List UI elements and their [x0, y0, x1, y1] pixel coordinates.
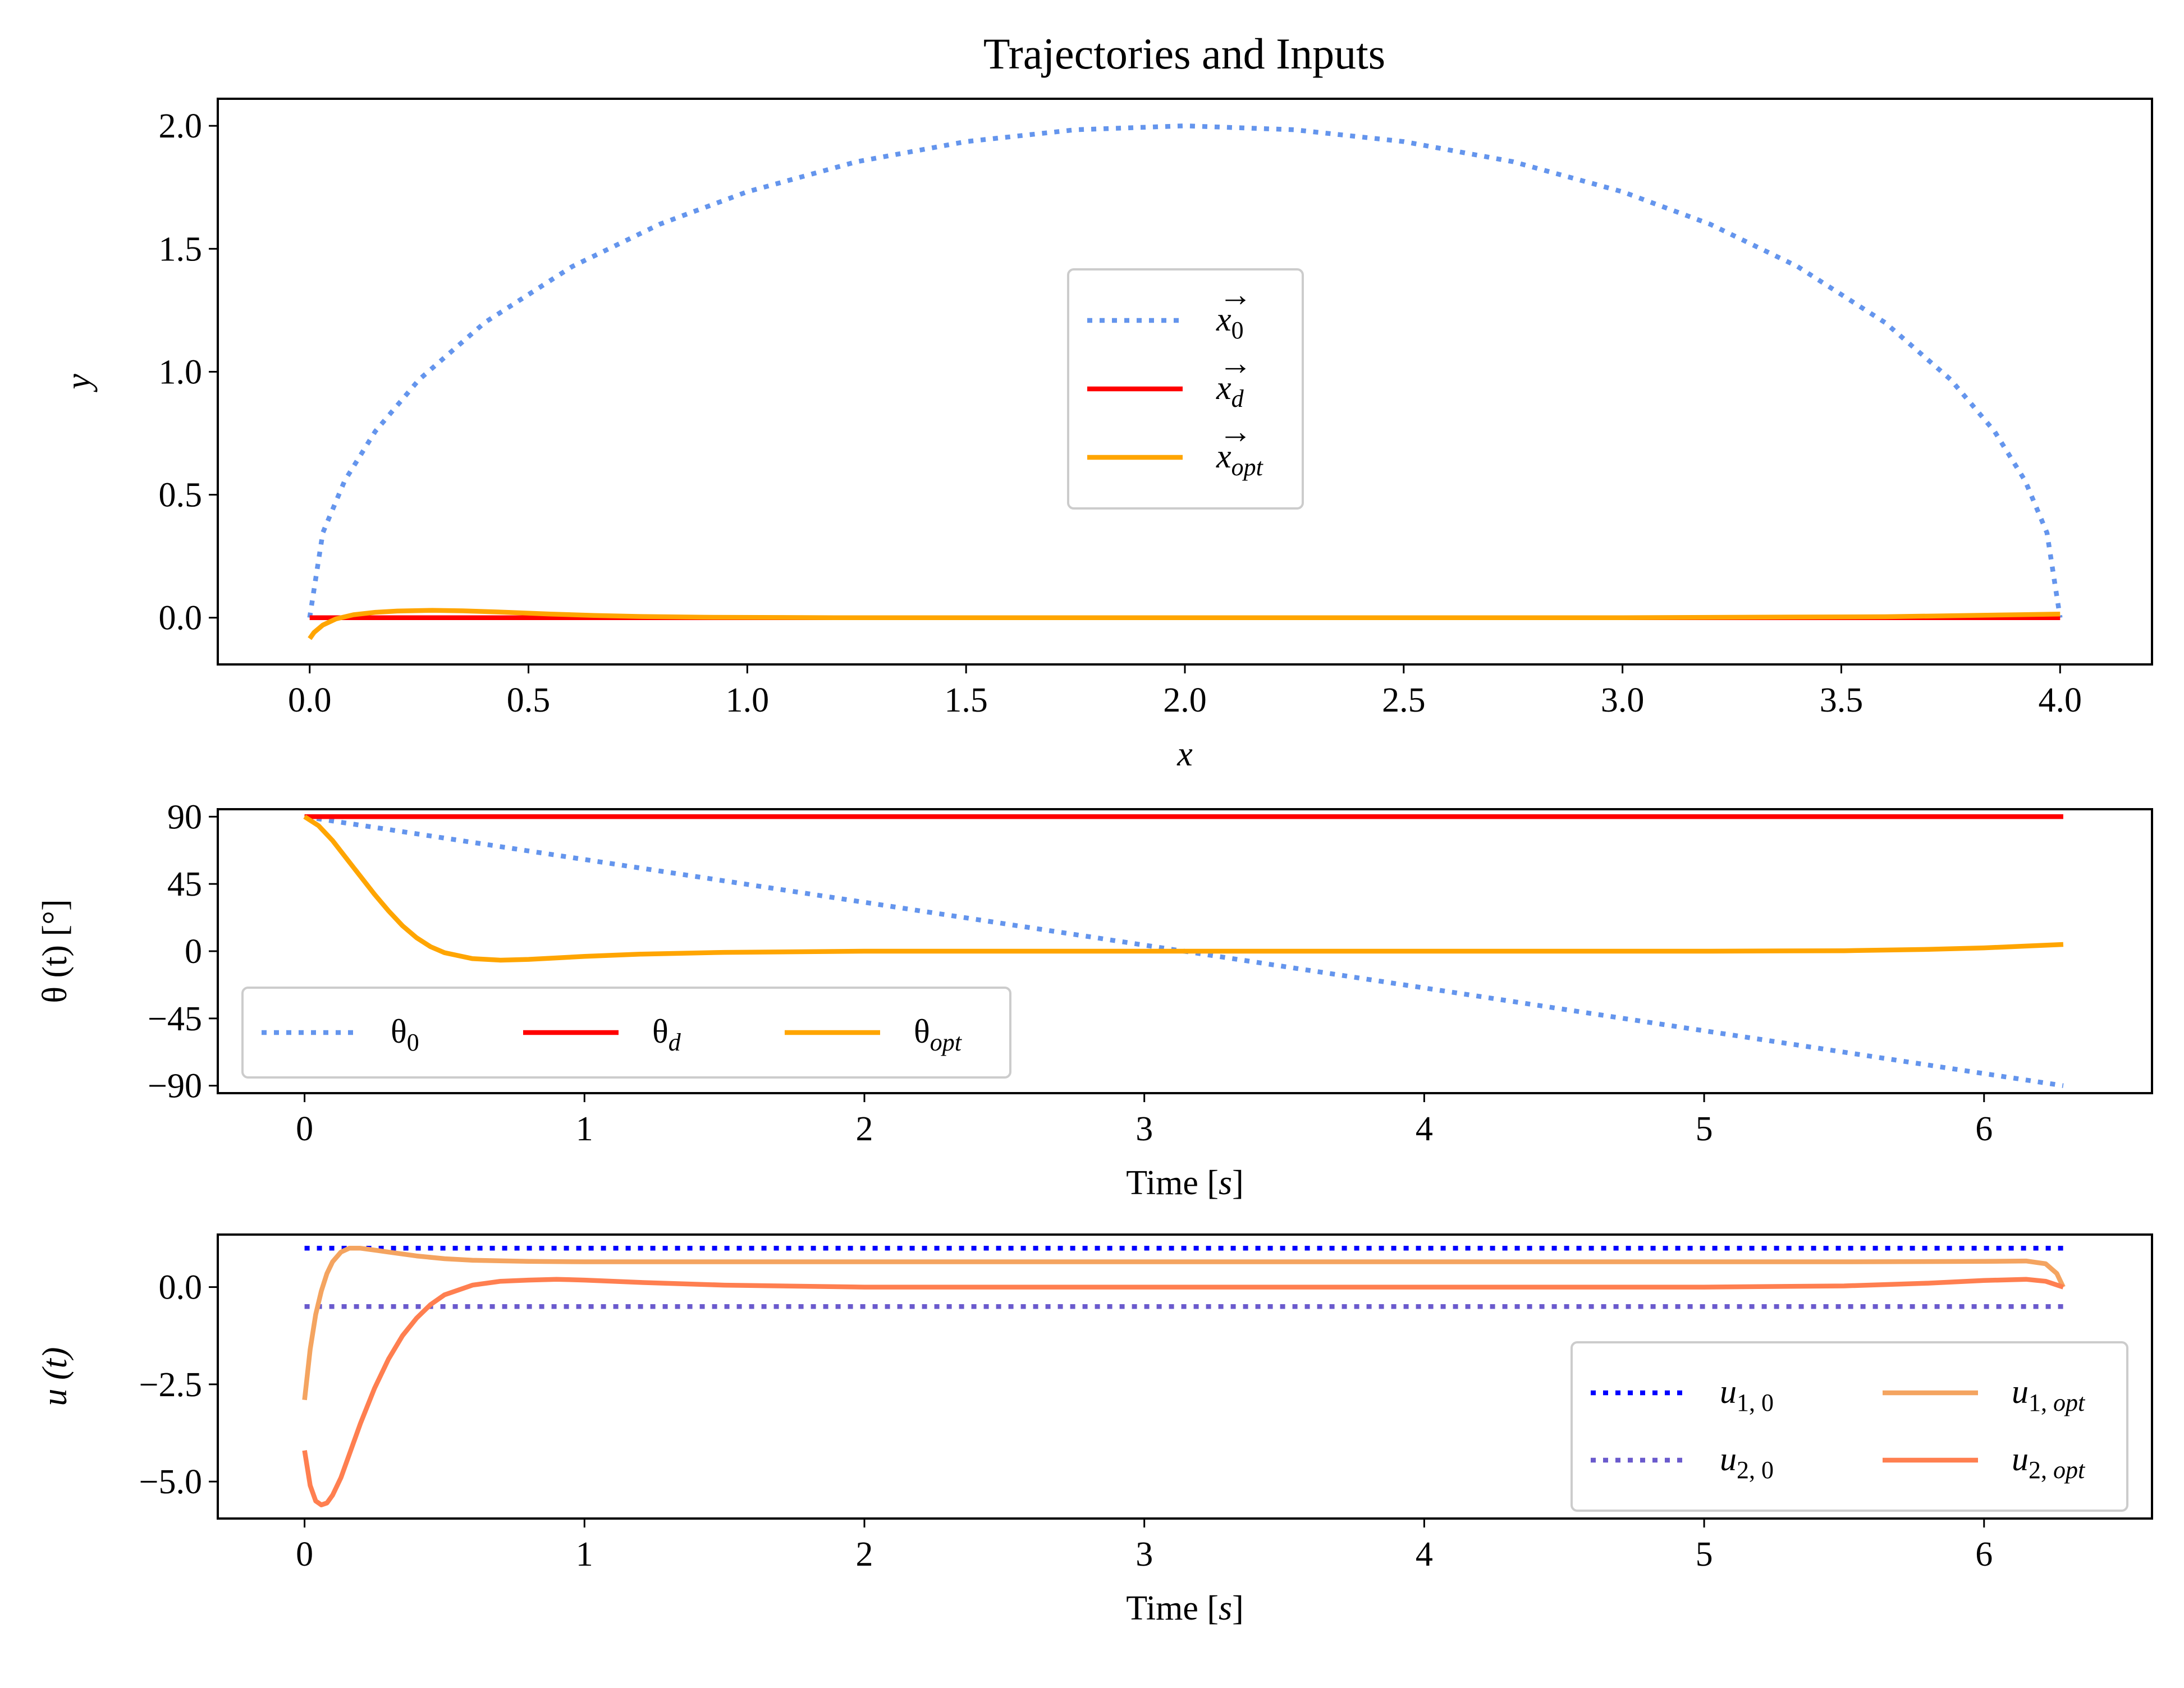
- y-axis-label: y: [59, 374, 98, 393]
- x-tick-label: 2.0: [1163, 681, 1207, 719]
- y-tick-label: −5.0: [139, 1463, 202, 1501]
- series-line-2-3: [302, 1277, 2064, 1507]
- plot-area: [307, 123, 2063, 640]
- series-line-0-2: [308, 608, 2061, 640]
- x-tick-label: 1: [576, 1535, 593, 1574]
- x-axis-label: x: [1176, 735, 1193, 773]
- x-tick-label: 3.5: [1820, 681, 1864, 719]
- x-tick-label: 1.0: [726, 681, 770, 719]
- input-plot: 0 1 2 3 4 5 6 0.0 −2.5 −5.0 Time [s] u (t) u1, 0 u2, …: [36, 1233, 2153, 1627]
- x-axis-label: Time [s]: [1126, 1164, 1244, 1202]
- y-tick-label: −2.5: [139, 1366, 202, 1404]
- x-tick-label: 0: [296, 1110, 313, 1148]
- legend-label: u2, opt: [2012, 1441, 2086, 1484]
- vector-arrow: →: [1219, 276, 1252, 313]
- x-tick-label: 0.5: [507, 681, 551, 719]
- x-axis-label: Time [s]: [1126, 1589, 1244, 1627]
- x-tick-label: 0.0: [288, 681, 332, 719]
- x-tick-label: 2: [855, 1110, 873, 1148]
- x-tick-label: 4: [1416, 1110, 1433, 1148]
- x-tick-label: 0: [296, 1535, 313, 1574]
- vector-arrow: →: [1219, 413, 1252, 450]
- y-tick-label: −90: [148, 1067, 202, 1106]
- x-tick-label: 5: [1696, 1535, 1713, 1574]
- series-line-1-2: [303, 814, 2064, 963]
- legend-label: θd: [652, 1013, 681, 1056]
- legend-label: u1, 0: [1720, 1373, 1774, 1416]
- legend-label: u2, 0: [1720, 1441, 1774, 1484]
- x-tick-label: 1.5: [944, 681, 988, 719]
- x-tick-label: 3: [1136, 1535, 1153, 1574]
- y-tick-label: −45: [148, 1000, 202, 1038]
- x-tick-label: 6: [1975, 1110, 1993, 1148]
- y-tick-label: 90: [167, 798, 202, 836]
- y-tick-label: 1.5: [159, 230, 203, 268]
- y-tick-label: 0: [185, 933, 202, 971]
- x-tick-label: 4.0: [2039, 681, 2082, 719]
- plot-area: [302, 1246, 2066, 1507]
- legend-box: [1067, 268, 1304, 510]
- y-tick-label: 45: [167, 865, 202, 903]
- plot-area: [303, 814, 2064, 1088]
- legend-box: [241, 987, 1011, 1079]
- x-tick-label: 5: [1696, 1110, 1713, 1148]
- x-tick-label: 3: [1136, 1110, 1153, 1148]
- vector-arrow: →: [1219, 345, 1252, 382]
- x-tick-label: 2.5: [1382, 681, 1426, 719]
- legend-label: xopt: [1216, 438, 1264, 481]
- y-tick-label: 0.5: [159, 476, 203, 515]
- x-tick-label: 4: [1416, 1535, 1433, 1574]
- x-tick-label: 3.0: [1601, 681, 1645, 719]
- legend-label: θ0: [391, 1013, 419, 1056]
- y-axis-label: θ (t) [°]: [36, 899, 74, 1003]
- y-axis-label: u (t): [36, 1347, 74, 1406]
- trajectory-plot: 0.0 0.5 1.0 1.5 2.0 2.5 3.0 3.5 4.0 0.0 0.5 1.0 1.5 2…: [59, 98, 2153, 773]
- y-tick-label: 0.0: [159, 1269, 203, 1307]
- x-tick-label: 1: [576, 1110, 593, 1148]
- y-tick-label: 2.0: [159, 107, 203, 145]
- legend-label: x0: [1216, 301, 1244, 344]
- axes-frame: [217, 1233, 2153, 1520]
- legend-box: [1571, 1341, 2128, 1512]
- x-tick-label: 6: [1975, 1535, 1993, 1574]
- legend-label: u1, opt: [2012, 1373, 2086, 1416]
- legend-label: xd: [1216, 369, 1244, 412]
- y-tick-label: 1.0: [159, 353, 203, 391]
- legend-label: θopt: [914, 1013, 963, 1056]
- x-tick-label: 2: [855, 1535, 873, 1574]
- series-line-2-2: [302, 1246, 2066, 1401]
- y-tick-label: 0.0: [159, 599, 203, 637]
- chart-title: Trajectories and Inputs: [983, 29, 1385, 78]
